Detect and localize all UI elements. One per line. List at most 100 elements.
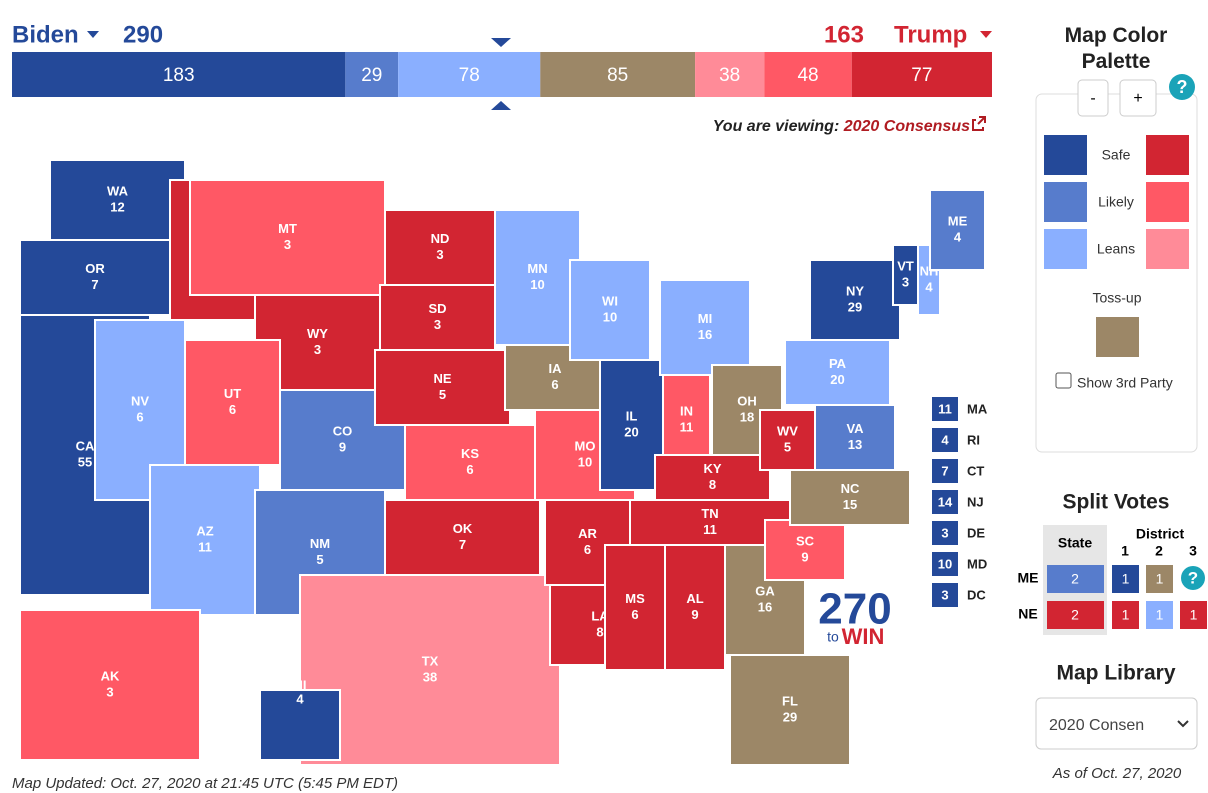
split-district-box[interactable] — [1146, 565, 1173, 593]
swatch-label: Leans — [1097, 241, 1135, 257]
state-ev: 29 — [783, 709, 797, 724]
state-label: PA — [829, 356, 847, 371]
state-ev: 9 — [339, 439, 346, 454]
tossup-swatch[interactable] — [1096, 317, 1139, 357]
state-ev: 10 — [603, 309, 617, 324]
small-state-label: RI — [967, 432, 980, 447]
swatch-dem[interactable] — [1044, 229, 1087, 269]
state-ev: 38 — [423, 669, 437, 684]
state-label: NM — [310, 536, 330, 551]
bar-label: 38 — [719, 65, 740, 86]
state-label: MI — [698, 311, 712, 326]
swatch-rep[interactable] — [1146, 182, 1189, 222]
zoom-out-label[interactable]: - — [1090, 90, 1095, 107]
state-shape[interactable] — [759, 409, 816, 471]
state-ev: 3 — [436, 247, 443, 262]
swatch-dem[interactable] — [1044, 135, 1087, 175]
tossup-label: Toss-up — [1092, 290, 1141, 306]
state-shape[interactable] — [659, 279, 751, 376]
split-title: Split Votes — [1063, 491, 1170, 514]
small-state-box[interactable] — [932, 490, 958, 514]
split-district-votes: 1 — [1122, 607, 1130, 623]
small-state-ev: 11 — [938, 401, 952, 416]
state-label: KY — [703, 461, 721, 476]
help-icon[interactable] — [1181, 566, 1205, 590]
dropdown-arrow[interactable] — [87, 31, 99, 38]
library-select[interactable] — [1035, 697, 1198, 750]
small-state-ev: 3 — [941, 587, 948, 602]
help-label[interactable]: ? — [1177, 77, 1188, 97]
state-shape[interactable] — [784, 339, 891, 406]
third-party-checkbox[interactable] — [1055, 372, 1072, 389]
state-shape[interactable] — [789, 469, 911, 526]
split-state-box[interactable] — [1047, 601, 1104, 629]
viewing-label: You are viewing: — [713, 118, 840, 135]
small-state-box[interactable] — [932, 459, 958, 483]
help-label[interactable]: ? — [1188, 568, 1198, 587]
external-icon[interactable] — [972, 116, 986, 131]
split-district-votes: 1 — [1156, 607, 1164, 623]
state-shape[interactable] — [404, 424, 536, 501]
swatch-rep[interactable] — [1146, 229, 1189, 269]
us-map: WA12OR7CA55ID4NV6MT3WY3UT6AZ11CO9NM5ND3S… — [19, 159, 986, 766]
state-shape[interactable] — [929, 189, 986, 271]
state-shape[interactable] — [19, 609, 201, 761]
state-shape[interactable] — [599, 359, 664, 491]
state-shape[interactable] — [604, 544, 666, 671]
state-shape[interactable] — [299, 574, 561, 766]
state-shape[interactable] — [764, 519, 846, 581]
split-state: ME — [1018, 570, 1039, 586]
library-selected[interactable]: 2020 Consen — [1049, 717, 1144, 734]
split-district-box[interactable] — [1112, 565, 1139, 593]
state-shape[interactable] — [814, 404, 896, 471]
zoom-in-label[interactable]: + — [1133, 90, 1142, 107]
state-shape[interactable] — [384, 209, 496, 286]
state-shape[interactable] — [809, 259, 901, 341]
state-ev: 7 — [91, 277, 98, 292]
state-shape[interactable] — [494, 209, 581, 346]
dropdown-arrow[interactable] — [980, 31, 992, 38]
state-shape[interactable] — [729, 654, 851, 766]
swatch-dem[interactable] — [1044, 182, 1087, 222]
bar-label: 85 — [607, 65, 628, 86]
state-ev: 9 — [691, 607, 698, 622]
right-total: 163 — [824, 21, 864, 48]
state-shape[interactable] — [149, 464, 261, 616]
small-state-ev: 3 — [941, 525, 948, 540]
third-party-label[interactable]: Show 3rd Party — [1077, 375, 1173, 391]
bar-segment — [12, 52, 346, 97]
select-arrow[interactable] — [1177, 720, 1189, 728]
split-district-box[interactable] — [1112, 601, 1139, 629]
state-label: WA — [107, 183, 129, 198]
ev-bar: 183 29 78 85 38 48 77 — [12, 52, 992, 97]
state-shape[interactable] — [259, 689, 341, 761]
bar-segment — [398, 52, 541, 97]
state-shape[interactable] — [189, 179, 386, 296]
state-label: WY — [307, 326, 328, 341]
state-label: SC — [796, 533, 815, 548]
candidate-right[interactable]: Trump — [894, 21, 967, 48]
zoom-in[interactable] — [1119, 79, 1157, 117]
zoom-out[interactable] — [1077, 79, 1109, 117]
split-state-box[interactable] — [1047, 565, 1104, 593]
state-shape[interactable] — [384, 499, 541, 576]
small-state-box[interactable] — [932, 552, 958, 576]
as-of: As of Oct. 27, 2020 — [1052, 765, 1182, 782]
small-state-box[interactable] — [932, 521, 958, 545]
state-label: OR — [85, 261, 105, 276]
split-district-box[interactable] — [1180, 601, 1207, 629]
split-state: NE — [1018, 606, 1037, 622]
small-state-box[interactable] — [932, 397, 958, 421]
small-state-label: NJ — [967, 494, 984, 509]
small-state-box[interactable] — [932, 583, 958, 607]
state-shape[interactable] — [569, 259, 651, 361]
help-icon[interactable] — [1169, 74, 1195, 100]
candidate-left[interactable]: Biden — [12, 21, 79, 48]
split-district-box[interactable] — [1146, 601, 1173, 629]
swatch-rep[interactable] — [1146, 135, 1189, 175]
state-label: TX — [422, 653, 439, 668]
left-total: 290 — [123, 21, 163, 48]
viewing-map[interactable]: 2020 Consensus — [843, 118, 970, 135]
small-state-box[interactable] — [932, 428, 958, 452]
